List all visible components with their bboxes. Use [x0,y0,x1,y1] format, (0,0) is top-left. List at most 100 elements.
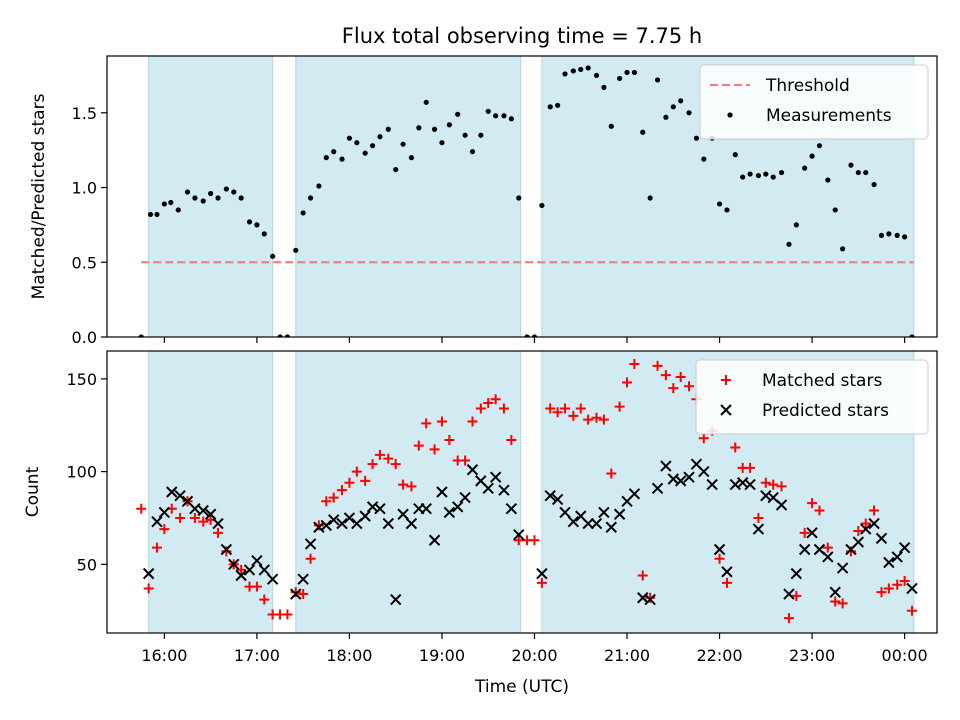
x-tick-label: 18:00 [326,646,372,665]
data-point [545,403,556,414]
data-point [429,444,440,455]
data-point [351,466,362,477]
data-point [508,116,514,122]
data-point [382,517,395,530]
data-point [698,433,709,444]
data-point [591,412,602,423]
data-point [674,475,687,487]
data-point [446,122,452,128]
data-point [902,234,908,240]
data-point [221,546,232,557]
data-point [316,183,322,189]
data-point [637,570,648,581]
data-point [228,558,240,571]
data-point [763,171,769,177]
data-point [624,69,630,76]
data-point [339,156,345,162]
x-tick-label: 23:00 [789,646,835,665]
data-point [485,108,491,114]
data-point [389,593,402,606]
data-point [768,479,779,490]
data-point [138,334,144,337]
x-tick-label: 19:00 [419,646,465,665]
data-point [498,484,510,496]
data-point [223,186,229,192]
data-point [168,199,174,206]
x-tick-label: 20:00 [511,646,557,665]
chart-title: Flux total observing time = 7.75 h [342,24,702,48]
data-point [605,521,617,533]
data-point [423,99,429,105]
data-point [560,403,571,414]
data-point [716,201,723,207]
data-point [166,486,178,498]
data-point [451,501,464,513]
data-point [293,247,299,253]
data-point [513,528,525,541]
observing-window [148,351,274,633]
data-point [362,150,368,156]
data-point [714,553,725,564]
x-tick-label: 22:00 [696,646,742,665]
data-point [775,499,788,511]
data-point [174,490,186,502]
data-point [277,334,283,337]
data-point [868,517,880,530]
data-point [721,577,732,588]
legend: Threshold Measurements [699,64,929,140]
data-point [891,551,903,563]
data-point [860,518,871,529]
data-point [367,459,378,470]
data-point [400,141,406,147]
data-point [562,71,568,77]
x-tick-label: 00:00 [882,646,928,665]
data-point [608,123,614,129]
data-point [686,110,692,116]
data-point [444,435,455,446]
data-point [598,506,610,519]
data-point [436,416,447,427]
data-point [490,394,501,405]
series-matched-stars [136,358,918,624]
data-point [869,505,880,516]
data-point [701,156,707,162]
data-point [251,581,262,592]
data-point [651,482,664,494]
data-point [567,515,580,528]
data-point [698,465,710,478]
data-point [778,169,785,176]
data-point [660,460,672,472]
data-point [136,503,147,514]
data-point [816,143,823,149]
data-point [675,371,686,382]
data-point [158,506,171,519]
data-point [321,496,332,507]
data-point [377,134,383,140]
data-point [154,211,160,218]
series-measurements [138,65,915,337]
data-point [305,553,316,564]
data-point [883,556,895,569]
data-point [284,334,291,337]
data-point [622,377,633,388]
data-point [175,207,181,213]
x-axis-label: Time (UTC) [474,677,569,697]
data-point [683,471,695,483]
data-point [337,485,348,496]
data-point [460,455,471,466]
bottom-panel-counts: 50 100 150 Count 16:00 17:00 18:00 19:00 20:00 21… [23,350,938,665]
data-point [238,195,244,201]
data-point [151,542,162,553]
data-point [836,562,849,574]
data-point [617,75,623,82]
data-point [398,479,409,490]
data-point [593,72,600,79]
data-point [439,140,445,146]
data-point [706,478,718,491]
data-point [590,517,603,530]
series-predicted-stars [142,458,918,606]
data-point [307,195,314,201]
data-point [405,517,418,530]
data-point [814,505,825,516]
data-point [297,573,309,585]
